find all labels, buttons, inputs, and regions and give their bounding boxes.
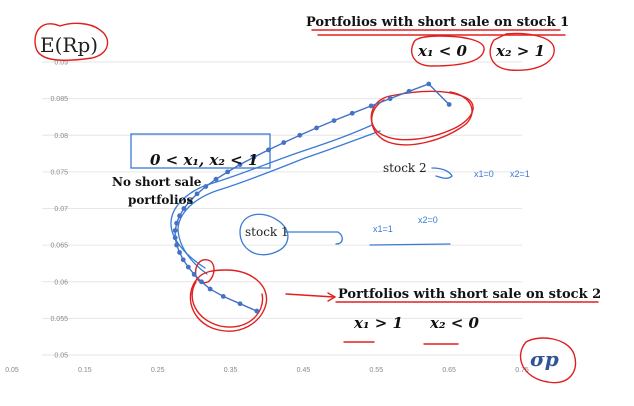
data-point [225, 169, 231, 175]
data-point [185, 264, 191, 270]
ylabel-circle [34, 22, 109, 61]
stock1-underline [369, 243, 451, 246]
y-tick-label: 0.055 [50, 316, 68, 323]
stock1-arrow [284, 231, 343, 245]
stock1-label: stock 1 [245, 225, 289, 239]
frontier-line [174, 83, 450, 312]
short-stock1-cond-a: x₁ < 0 [417, 42, 468, 60]
y-tick-label: 0.07 [54, 206, 68, 213]
stock1-circle [239, 213, 289, 256]
y-tick-label: 0.08 [54, 133, 68, 140]
data-point [349, 110, 355, 116]
data-point [174, 220, 180, 226]
data-point [172, 235, 178, 241]
red-hand-annotations [34, 22, 599, 384]
data-point [213, 176, 219, 182]
data-point [203, 184, 209, 189]
frontier-points [172, 81, 452, 314]
data-point [172, 228, 178, 233]
y-tick-label: 0.05 [54, 353, 68, 360]
data-point [180, 257, 186, 263]
short-stock2-title: Portfolios with short sale on stock 2 [338, 287, 601, 302]
stock2-x2: x2=1 [510, 169, 530, 179]
data-point [251, 154, 257, 160]
data-point [254, 308, 260, 314]
x-tick-label: 0.55 [369, 367, 383, 374]
short-stock2-cond-a: x₁ > 1 [353, 314, 403, 332]
data-point [177, 213, 182, 219]
short-stock2-arrow [285, 293, 335, 298]
data-point [220, 294, 226, 299]
x-tick-label: 0.15 [78, 367, 92, 374]
x-axis-label: σp [530, 347, 559, 371]
short-stock2-arrowhead [327, 292, 337, 302]
x-tick-label: 0.75 [515, 367, 529, 374]
y-tick-label: 0.09 [54, 60, 68, 67]
short-stock2-cond-b: x₂ < 0 [429, 314, 480, 332]
stock2-pointer [431, 167, 453, 179]
data-point [191, 272, 197, 277]
short-stock1-cond-b: x₂ > 1 [495, 42, 545, 60]
data-point [331, 118, 337, 123]
x-tick-label: 0.65 [442, 367, 456, 374]
cond-a-circle [411, 35, 485, 67]
data-point [406, 88, 412, 94]
y-axis-label: E(Rp) [40, 33, 98, 57]
x-tick-labels: 0.05 0.15 0.25 0.35 0.45 0.55 0.65 0.75 [5, 367, 529, 374]
y-tick-label: 0.085 [50, 96, 68, 103]
x-tick-label: 0.35 [224, 367, 238, 374]
frontier-highlight-inner [177, 130, 381, 275]
blue-hand-annotations [130, 124, 453, 275]
data-point [177, 250, 182, 255]
short-stock2-circle-1 [189, 269, 268, 332]
no-short-label-1: No short sale [112, 175, 202, 189]
frontier-highlight-outer [170, 124, 373, 269]
data-point [174, 242, 180, 248]
xlabel-circle [519, 337, 577, 384]
x-tick-label: 0.25 [151, 367, 165, 374]
data-point [237, 301, 243, 307]
data-point [426, 81, 432, 87]
x-tick-label: 0.45 [297, 367, 311, 374]
data-point [199, 279, 204, 285]
cond-b-circle [489, 32, 555, 71]
stock1-x2: x2=0 [418, 215, 438, 225]
no-short-label-2: portfolios [128, 193, 194, 207]
data-point [297, 132, 303, 138]
y-tick-label: 0.06 [54, 279, 68, 286]
no-short-condition: 0 < x₁, x₂ < 1 [150, 151, 258, 169]
data-point [194, 191, 200, 197]
stock2-x1: x1=0 [474, 169, 494, 179]
grid [42, 61, 522, 356]
short-stock1-title: Portfolios with short sale on stock 1 [306, 15, 569, 30]
short-stock1-circle-2 [370, 91, 473, 146]
short-stock2-circle-2 [191, 281, 264, 328]
stock2-label: stock 2 [383, 161, 427, 175]
data-point [237, 162, 243, 167]
data-point [207, 286, 213, 292]
data-point [446, 102, 452, 107]
data-point [314, 125, 319, 131]
data-point [281, 140, 287, 145]
stock1-x1: x1=1 [373, 224, 393, 234]
data-point [387, 96, 393, 102]
y-tick-labels: 0.05 0.055 0.06 0.065 0.07 0.075 0.08 0.085 0.09 [50, 60, 68, 360]
data-point [266, 147, 271, 153]
y-tick-label: 0.065 [50, 243, 68, 250]
data-point [368, 103, 374, 109]
data-point [187, 198, 193, 204]
data-point [181, 206, 187, 211]
y-tick-label: 0.075 [50, 169, 68, 176]
x-tick-label: 0.05 [5, 367, 19, 374]
